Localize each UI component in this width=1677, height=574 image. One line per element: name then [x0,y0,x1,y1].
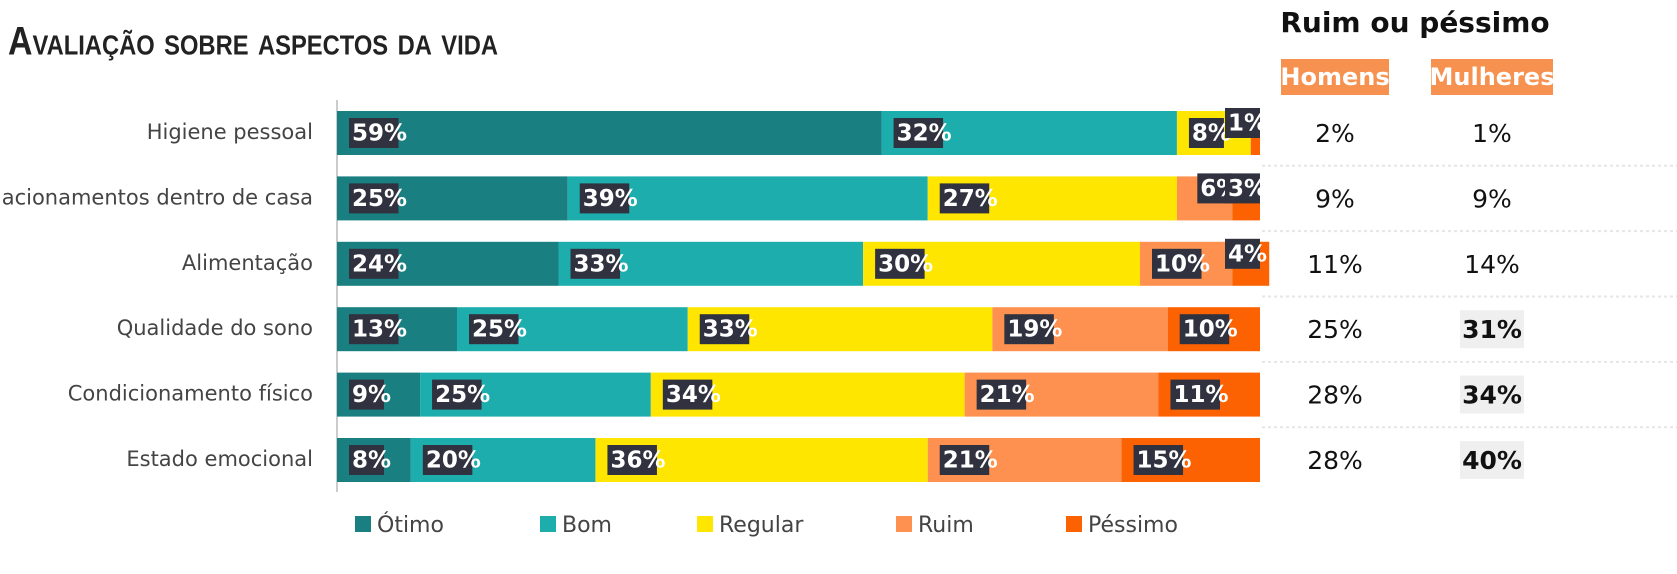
data-label-bg [349,445,384,475]
data-label: 21% [943,448,998,474]
y-tick-label: Relacionamentos dentro de casa [0,185,313,209]
data-label: 33% [703,317,758,343]
table-cell: 9% [1315,184,1355,213]
column-header-bg [1431,59,1553,95]
column-header: Mulheres [1430,63,1555,91]
data-label: 30% [878,251,933,277]
table-cell: 1% [1472,119,1512,148]
data-label-bg [349,183,399,214]
data-label-bg [422,445,473,475]
y-tick-label: Alimentação [182,251,313,275]
data-label: 10% [1183,317,1238,343]
data-label: 25% [472,317,527,343]
table-cell: 9% [1472,184,1512,213]
data-label-bg [939,183,990,214]
data-label: 25% [352,186,407,212]
bar-segment [337,111,882,155]
data-label: 1% [1228,111,1267,137]
data-label-bg [1225,238,1260,269]
data-label: 36% [610,448,665,474]
data-label: 24% [352,251,407,277]
data-label-bg [349,118,399,148]
data-label: 59% [352,121,407,147]
legend-swatch [540,516,556,532]
legend-swatch [896,516,912,532]
data-label: 27% [943,186,998,212]
column-header-bg [1281,59,1389,95]
data-label: 15% [1137,448,1192,474]
data-label-bg [570,248,621,279]
data-label-bg [607,445,657,475]
data-label: 25% [435,382,490,408]
data-label-bg [1152,248,1202,279]
data-label: 39% [583,186,638,212]
data-label: 4% [1228,241,1267,267]
data-label: 10% [1155,251,1210,277]
table-cell: 40% [1462,446,1522,475]
data-label: 20% [426,448,481,474]
legend-label: Ruim [918,513,974,538]
data-label: 9% [352,382,391,408]
highlight-bg [1460,310,1524,349]
data-label-bg [699,314,750,345]
data-label-bg [976,379,1027,410]
highlight-bg [1460,375,1524,414]
table-cell: 34% [1462,381,1522,410]
y-tick-label: Higiene pessoal [147,120,313,144]
column-header: Homens [1280,63,1389,91]
legend-label: Ótimo [377,512,444,538]
data-label-bg [349,379,384,410]
data-label-bg [662,379,713,410]
data-label-bg [1179,314,1230,345]
legend-label: Péssimo [1088,513,1178,538]
data-label-bg [939,445,990,475]
data-label-bg [1170,379,1220,410]
data-label: 8% [1192,121,1231,147]
table-cell: 14% [1464,250,1520,279]
legend-label: Bom [562,513,612,538]
data-label: 13% [352,317,407,343]
chart-title: Avaliação sobre aspectos da vida [8,20,498,64]
data-label-bg [1225,173,1260,204]
y-tick-label: Condicionamento físico [68,382,313,406]
table-cell: 25% [1307,315,1363,344]
data-label-bg [349,314,399,345]
data-label: 32% [897,121,952,147]
data-label-bg [468,314,519,345]
data-label-bg [1004,314,1054,345]
table-title: Ruim ou péssimo [1280,6,1549,39]
legend-swatch [355,516,371,532]
table-cell: 28% [1307,381,1363,410]
data-label-bg [579,183,630,214]
data-label-bg [432,379,482,410]
data-label: 19% [1007,317,1062,343]
y-tick-label: Estado emocional [126,447,313,471]
legend-swatch [1066,516,1082,532]
data-label-bg [1225,108,1260,138]
table-cell: 11% [1307,250,1363,279]
data-label: 21% [980,382,1035,408]
data-label: 33% [574,251,629,277]
legend-swatch [697,516,713,532]
data-label: 8% [352,448,391,474]
legend-label: Regular [719,513,804,538]
table-cell: 2% [1315,119,1355,148]
data-label: 3% [1228,176,1267,202]
data-label: 34% [666,382,721,408]
table-cell: 31% [1462,315,1522,344]
data-label-bg [349,248,399,279]
table-cell: 28% [1307,446,1363,475]
data-label-bg [875,248,925,279]
data-label-bg [1133,445,1184,475]
data-label: 11% [1173,382,1228,408]
data-label-bg [1188,118,1224,148]
data-label-bg [893,118,944,148]
highlight-bg [1460,441,1524,479]
y-tick-label: Qualidade do sono [117,316,313,340]
